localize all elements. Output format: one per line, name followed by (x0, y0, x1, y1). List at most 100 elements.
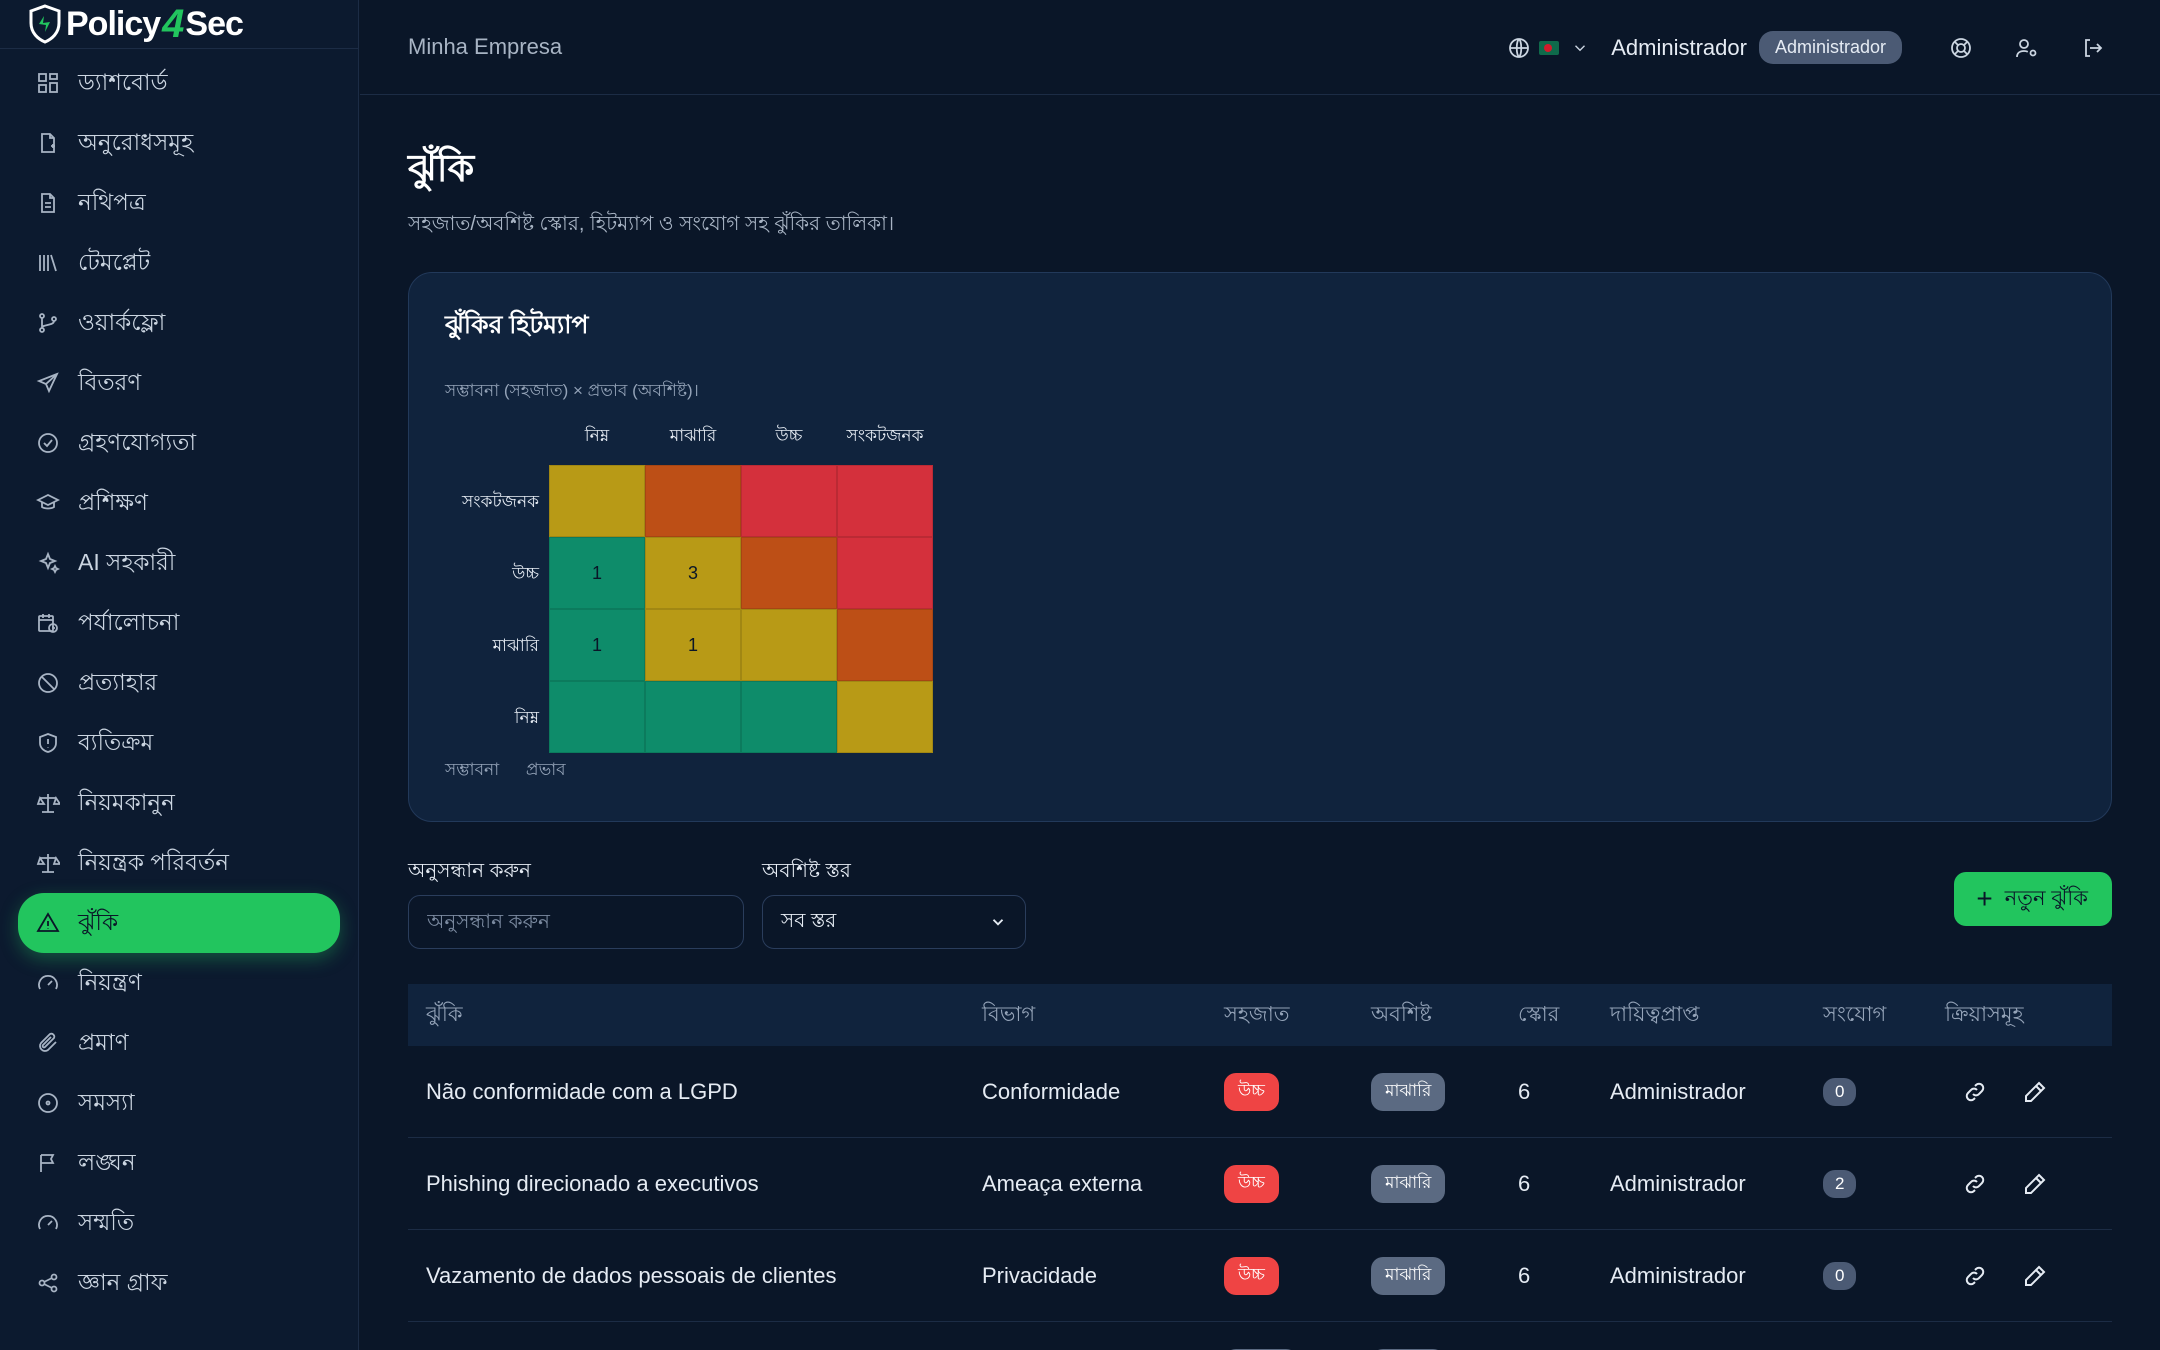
sidebar-item[interactable]: সম্মতি (0, 1193, 358, 1253)
company-name[interactable]: Minha Empresa (408, 34, 563, 59)
sidebar-item-label: ব্যতিক্রম (78, 728, 154, 755)
inherent-cell: মাঝারি (1206, 1348, 1353, 1350)
gauge-icon (38, 975, 58, 990)
sidebar-item[interactable]: টেমপ্লেট (0, 233, 358, 293)
heatmap-cell[interactable]: 1 (549, 609, 645, 681)
heatmap-cell[interactable] (741, 681, 837, 753)
actions-cell (1927, 1264, 2112, 1288)
sidebar-item[interactable]: নিয়মকানুন (0, 773, 358, 833)
filter-bar: অনুসন্ধান করুন অবশিষ্ট স্তর সব স্তর + নত… (408, 856, 2112, 949)
user-settings-button[interactable] (1994, 18, 2060, 78)
sidebar-item[interactable]: নিয়ন্ত্রণ (0, 953, 358, 1013)
edit-button[interactable] (2005, 1264, 2065, 1288)
sidebar-item[interactable]: জ্ঞান গ্রাফ (0, 1253, 358, 1313)
sidebar-item-label: প্রত্যাহার (78, 668, 158, 695)
table-row[interactable]: Phishing direcionado a executivos Ameaça … (408, 1138, 2112, 1230)
brand-logo[interactable]: Policy 4 Sec (0, 0, 358, 49)
actions-cell (1927, 1080, 2112, 1104)
workflow-icon (39, 313, 57, 333)
calendar-clock-icon (38, 614, 58, 633)
table-row[interactable]: Shadow IT em unidades de negócioGovernan… (408, 1322, 2112, 1350)
sidebar-item[interactable]: ব্যতিক্রম (0, 713, 358, 773)
table-row[interactable]: Não conformidade com a LGPD Conformidade উ… (408, 1046, 2112, 1138)
sidebar-item-label: টেমপ্লেট (78, 248, 151, 275)
heatmap-cell[interactable]: 1 (645, 609, 741, 681)
residual-cell: মাঝারি (1353, 1348, 1500, 1350)
level-label: অবশিষ্ট স্তর (762, 860, 851, 882)
sidebar-item-label: নিয়ন্ত্রণ (78, 968, 142, 995)
main-content: ঝুঁকি সহজাত/অবশিষ্ট স্কোর, হিটম্যাপ ও সং… (408, 95, 2112, 1350)
heatmap-cell[interactable] (837, 465, 933, 537)
sidebar-item[interactable]: পর্যালোচনা (0, 593, 358, 653)
sidebar-item[interactable]: লঙ্ঘন (0, 1133, 358, 1193)
new-risk-button[interactable]: + নতুন ঝুঁকি (1954, 872, 2112, 926)
plus-icon: + (1976, 883, 1993, 914)
search-group: অনুসন্ধান করুন (408, 856, 744, 949)
link-button[interactable] (1945, 1080, 2005, 1104)
heatmap-cell[interactable] (837, 537, 933, 609)
sidebar-item[interactable]: সমস্যা (0, 1073, 358, 1133)
sidebar-item[interactable]: বিতরণ (0, 353, 358, 413)
heatmap-cell[interactable]: 3 (645, 537, 741, 609)
edit-button[interactable] (2005, 1172, 2065, 1196)
sidebar-item-label: গ্রহণযোগ্যতা (78, 428, 197, 455)
shield-alert-icon (39, 733, 57, 753)
link-button[interactable] (1945, 1264, 2005, 1288)
heatmap-row-label: সংকটজনক (462, 492, 539, 511)
issue-circle-icon (38, 1093, 58, 1113)
heatmap-cell[interactable] (741, 465, 837, 537)
sidebar-item[interactable]: অনুরোধসমূহ (0, 113, 358, 173)
edit-button[interactable] (2005, 1080, 2065, 1104)
table-row[interactable]: Vazamento de dados pessoais de clientes P… (408, 1230, 2112, 1322)
sidebar-item-label: নিয়মকানুন (78, 788, 175, 815)
language-selector[interactable] (1507, 36, 1589, 60)
globe-icon (1509, 37, 1530, 58)
sidebar-item[interactable]: ঝুঁকি (18, 893, 340, 953)
document-icon (41, 193, 55, 213)
sidebar-item[interactable]: ড্যাশবোর্ড (0, 53, 358, 113)
pencil-icon (2025, 1081, 2046, 1102)
risk-owner: Administrador (1610, 1262, 1746, 1288)
user-name: Administrador (1611, 34, 1747, 60)
search-input[interactable] (408, 895, 744, 949)
help-button[interactable] (1928, 18, 1994, 78)
column-header: সহজাত (1224, 1002, 1290, 1026)
links-count-badge: 0 (1823, 1077, 1857, 1106)
residual-cell: মাঝারি (1353, 1072, 1500, 1111)
heatmap-cell[interactable] (741, 537, 837, 609)
sidebar-item[interactable]: AI সহকারী (0, 533, 358, 593)
sidebar-item[interactable]: প্রশিক্ষণ (0, 473, 358, 533)
pencil-icon (2025, 1265, 2046, 1286)
heatmap-cell[interactable] (549, 465, 645, 537)
heatmap-cell[interactable] (741, 609, 837, 681)
column-header: বিভাগ (982, 1002, 1036, 1026)
inherent-level-badge: উচ্চ (1224, 1256, 1279, 1295)
residual-cell: মাঝারি (1353, 1164, 1500, 1203)
sidebar-item[interactable]: প্রত্যাহার (0, 653, 358, 713)
graduation-icon (36, 493, 60, 510)
inherent-cell: উচ্চ (1206, 1256, 1353, 1295)
sidebar-item[interactable]: নিয়ন্ত্রক পরিবর্তন (0, 833, 358, 893)
sidebar-item[interactable]: নথিপত্র (0, 173, 358, 233)
sidebar-item[interactable]: গ্রহণযোগ্যতা (0, 413, 358, 473)
heatmap-cell[interactable] (837, 609, 933, 681)
sidebar-item-label: নিয়ন্ত্রক পরিবর্তন (78, 848, 229, 875)
heatmap-cell[interactable] (645, 681, 741, 753)
heatmap-cell[interactable] (645, 465, 741, 537)
sidebar-item-label: জ্ঞান গ্রাফ (78, 1268, 168, 1295)
heatmap-cell[interactable] (549, 681, 645, 753)
sparkles-icon (38, 551, 60, 575)
heatmap-cell[interactable]: 1 (549, 537, 645, 609)
logout-button[interactable] (2060, 18, 2126, 78)
heatmap-cell[interactable] (837, 681, 933, 753)
sidebar-item[interactable]: ওয়ার্কফ্লো (0, 293, 358, 353)
inherent-cell: উচ্চ (1206, 1164, 1353, 1203)
risk-owner: Administrador (1610, 1078, 1746, 1104)
links-count-badge: 2 (1823, 1169, 1857, 1198)
residual-level-select[interactable]: সব স্তর (762, 895, 1026, 949)
link-button[interactable] (1945, 1172, 2005, 1196)
column-header: অবশিষ্ট (1371, 1002, 1432, 1026)
new-risk-label: নতুন ঝুঁকি (2004, 886, 2088, 910)
sidebar-item[interactable]: প্রমাণ (0, 1013, 358, 1073)
warning-icon (36, 912, 60, 932)
